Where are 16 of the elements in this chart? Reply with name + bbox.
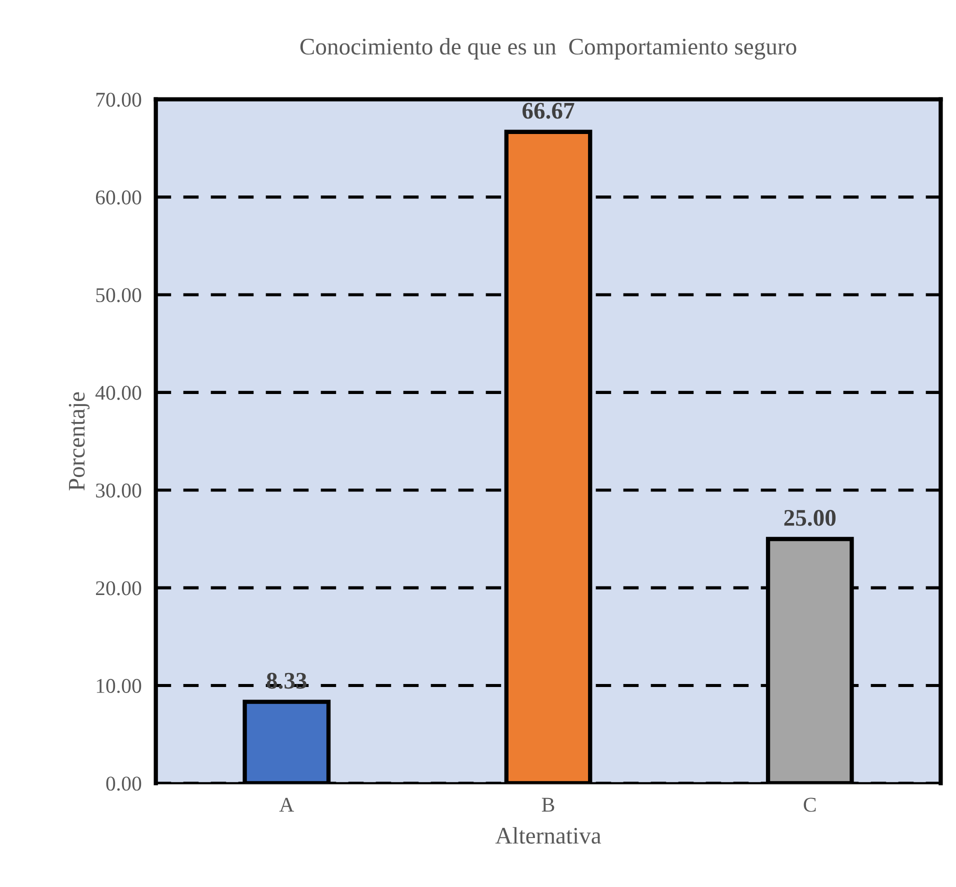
y-tick-label: 0.00 — [106, 776, 142, 791]
y-tick-label: 30.00 — [96, 484, 142, 498]
x-tick-label: C — [804, 798, 816, 812]
y-tick-label: 50.00 — [96, 288, 142, 302]
y-tick-label: 60.00 — [96, 190, 142, 205]
y-tick-label: 70.00 — [96, 92, 142, 107]
y-tick-label: 20.00 — [96, 581, 142, 596]
y-tick-label: 40.00 — [95, 386, 142, 400]
x-tick-label: A — [279, 798, 294, 812]
chart-title: Conocimiento de que es un Comportamiento seguro — [300, 38, 796, 60]
data-label: 25.00 — [784, 510, 836, 526]
data-label: 66.67 — [522, 102, 574, 119]
y-tick-label: 10.00 — [96, 678, 142, 694]
x-axis-title: Alternativa — [495, 827, 602, 844]
y-axis-title: Porcentaje — [68, 392, 90, 490]
x-tick-label: B — [542, 798, 554, 812]
